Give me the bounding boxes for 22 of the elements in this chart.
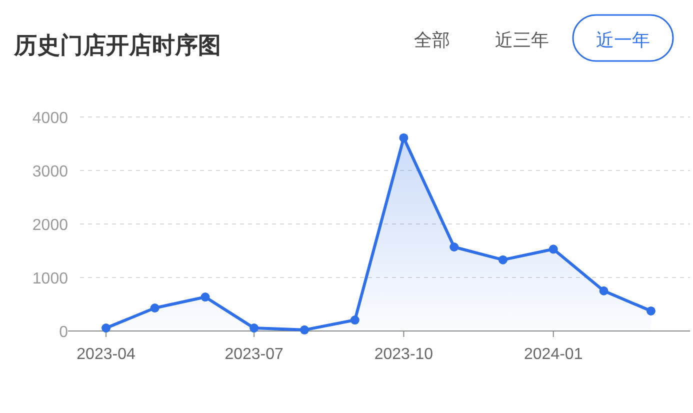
point	[300, 325, 309, 334]
chart-title: 历史门店开店时序图	[13, 32, 221, 58]
point	[498, 255, 508, 264]
point	[399, 133, 408, 142]
point	[646, 306, 656, 316]
y-tick-label: 3000	[32, 164, 68, 180]
point	[250, 324, 259, 333]
point	[548, 244, 558, 254]
point	[599, 286, 608, 296]
y-tick-label: 2000	[32, 217, 68, 234]
x-tick-label: 2024-01	[524, 346, 583, 363]
point	[350, 316, 360, 325]
y-tick-label: 1000	[32, 270, 68, 288]
x-tick-label: 2023-04	[76, 346, 136, 363]
y-tick-label: 0	[59, 324, 68, 341]
x-tick-label: 2023-07	[224, 346, 284, 363]
point	[450, 242, 459, 252]
x-tick-label: 2023-10	[374, 346, 434, 363]
point	[200, 292, 210, 302]
point	[102, 324, 111, 333]
y-tick-label: 4000	[32, 110, 68, 127]
point	[150, 303, 160, 312]
